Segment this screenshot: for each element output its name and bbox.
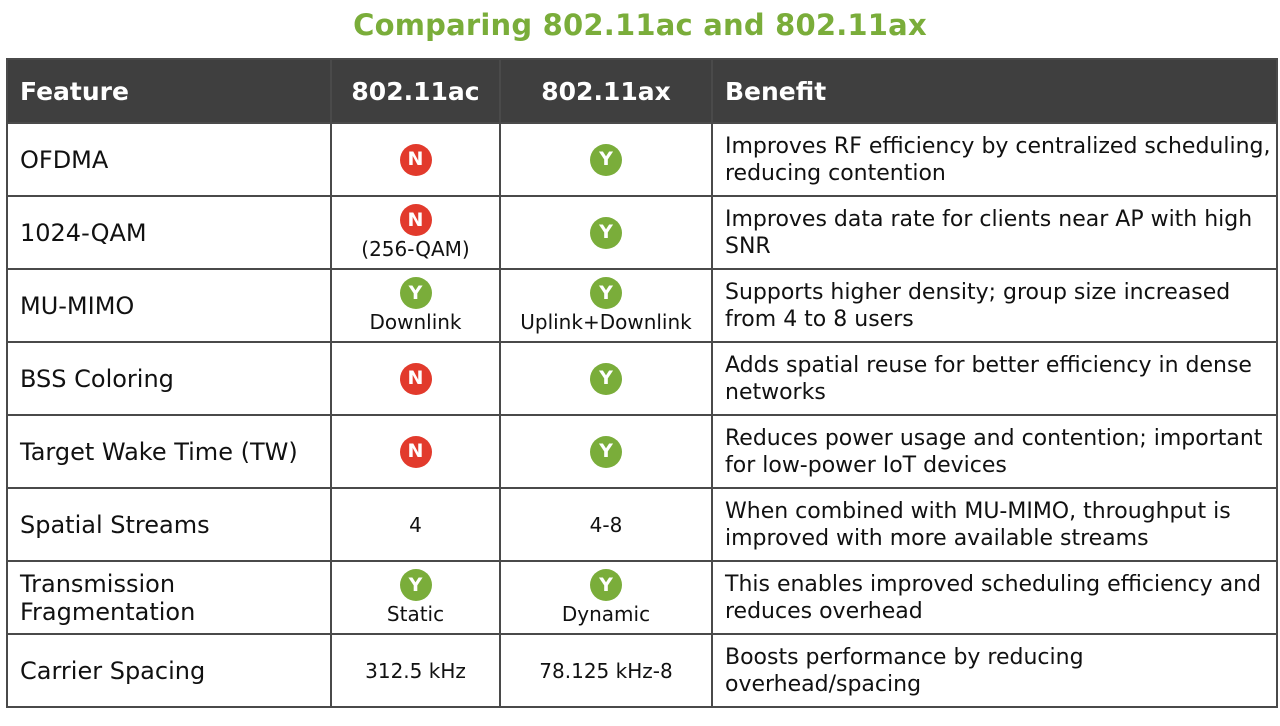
value-cell-80211ac: N: [330, 341, 501, 416]
value-cell-80211ac: N: [330, 414, 501, 489]
value-cell-80211ac: N: [330, 122, 501, 197]
value-cell-80211ax: Y Dynamic: [499, 560, 713, 635]
benefit-cell: Improves RF efficiency by centralized sc…: [711, 122, 1278, 197]
benefit-cell: Adds spatial reuse for better efficiency…: [711, 341, 1278, 416]
value-text: 312.5 kHz: [365, 658, 466, 683]
table-header-row: Feature 802.11ac 802.11ax Benefit: [6, 58, 1278, 124]
feature-cell: BSS Coloring: [6, 341, 332, 416]
value-cell-80211ax: 78.125 kHz-8: [499, 633, 713, 708]
no-badge-icon: N: [399, 204, 432, 236]
table-row: MU-MIMO Y Downlink Y Uplink+Downlink Supports…: [6, 268, 1278, 343]
yes-badge-icon: Y: [590, 143, 622, 176]
table-row: Carrier Spacing 312.5 kHz 78.125 kHz-8 Boos…: [6, 633, 1278, 708]
yes-badge-icon: Y: [590, 435, 622, 468]
value-cell-80211ax: 4-8: [499, 487, 713, 562]
header-80211ac: 802.11ac: [330, 58, 501, 124]
no-badge-icon: N: [399, 362, 432, 395]
feature-cell: Carrier Spacing: [6, 633, 332, 708]
comparison-table: Feature 802.11ac 802.11ax Benefit OFDMA N…: [6, 58, 1278, 708]
no-badge-icon: N: [399, 435, 432, 468]
table-row: OFDMA N Y Improves RF efficiency by central…: [6, 122, 1278, 197]
feature-cell: Transmission Fragmentation: [6, 560, 332, 635]
yes-badge-icon: Y: [590, 277, 622, 309]
feature-cell: 1024-QAM: [6, 195, 332, 270]
value-text: Dynamic: [561, 602, 651, 626]
value-text: Static: [386, 602, 445, 626]
page-title: Comparing 802.11ac and 802.11ax: [353, 8, 927, 42]
table-row: BSS Coloring N Y Adds spatial reuse for bet…: [6, 341, 1278, 416]
feature-cell: OFDMA: [6, 122, 332, 197]
yes-badge-icon: Y: [590, 362, 622, 395]
benefit-cell: Reduces power usage and contention; impo…: [711, 414, 1278, 489]
value-cell-80211ac: Y Downlink: [330, 268, 501, 343]
benefit-cell: When combined with MU-MIMO, throughput i…: [711, 487, 1278, 562]
header-benefit: Benefit: [711, 58, 1278, 124]
benefit-cell: This enables improved scheduling efficie…: [711, 560, 1278, 635]
value-text: 4-8: [589, 512, 623, 537]
value-cell-80211ac: N (256-QAM): [330, 195, 501, 270]
value-cell-80211ax: Y: [499, 414, 713, 489]
feature-cell: Spatial Streams: [6, 487, 332, 562]
value-cell-80211ax: Y Uplink+Downlink: [499, 268, 713, 343]
feature-cell: Target Wake Time (TW): [6, 414, 332, 489]
value-cell-80211ax: Y: [499, 341, 713, 416]
benefit-cell: Supports higher density; group size incr…: [711, 268, 1278, 343]
value-cell-80211ac: Y Static: [330, 560, 501, 635]
value-cell-80211ax: Y: [499, 195, 713, 270]
benefit-cell: Boosts performance by reducing overhead/…: [711, 633, 1278, 708]
value-cell-80211ax: Y: [499, 122, 713, 197]
yes-badge-icon: Y: [399, 277, 432, 309]
table-row: 1024-QAM N (256-QAM) Y Improves data rate fo…: [6, 195, 1278, 270]
feature-cell: MU-MIMO: [6, 268, 332, 343]
table-row: Spatial Streams 4 4-8 When combined with MU…: [6, 487, 1278, 562]
header-80211ax: 802.11ax: [499, 58, 713, 124]
value-text: Downlink: [369, 310, 462, 334]
value-text: 78.125 kHz-8: [539, 658, 673, 683]
value-cell-80211ac: 4: [330, 487, 501, 562]
header-feature: Feature: [6, 58, 332, 124]
value-text: 4: [409, 512, 422, 537]
value-text: (256-QAM): [361, 237, 470, 261]
no-badge-icon: N: [399, 143, 432, 176]
yes-badge-icon: Y: [590, 569, 622, 601]
table-row: Target Wake Time (TW) N Y Reduces power usa…: [6, 414, 1278, 489]
benefit-cell: Improves data rate for clients near AP w…: [711, 195, 1278, 270]
yes-badge-icon: Y: [399, 569, 432, 601]
value-text: Uplink+Downlink: [520, 310, 692, 334]
table-row: Transmission Fragmentation Y Static Y Dynami…: [6, 560, 1278, 635]
yes-badge-icon: Y: [590, 216, 622, 249]
value-cell-80211ac: 312.5 kHz: [330, 633, 501, 708]
